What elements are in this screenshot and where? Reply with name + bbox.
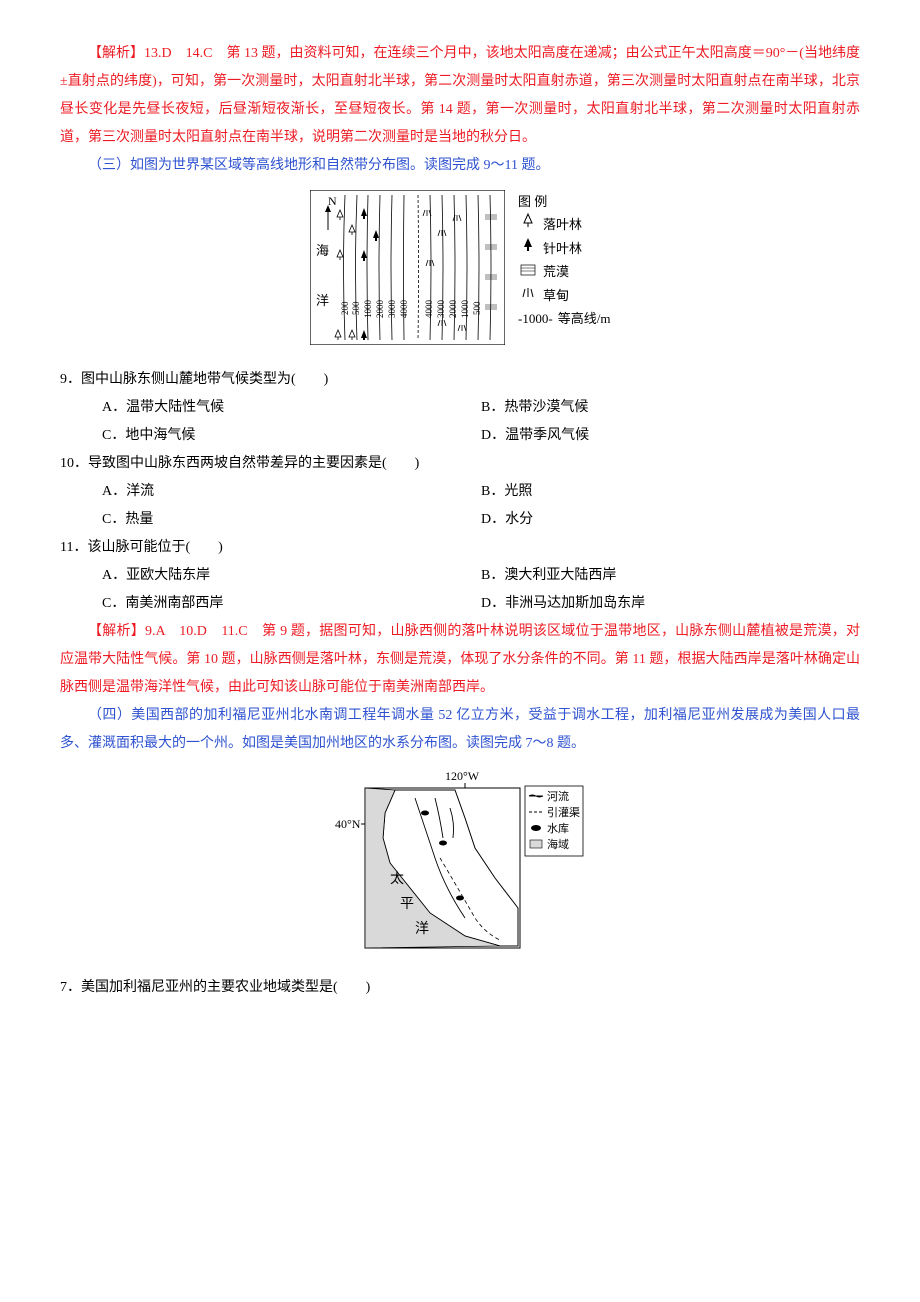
q10-opt-a: A．洋流 (102, 478, 481, 506)
analysis-9-11: 【解析】9.A 10.D 11.C 第 9 题，据图可知，山脉西侧的落叶林说明该… (60, 618, 860, 702)
lat-label: 40°N (335, 817, 361, 831)
figure-contour-map: N 海 洋 200 500 1000 2000 3000 4000 4000 3… (60, 190, 860, 356)
analysis-13-14: 【解析】13.D 14.C 第 13 题，由资料可知，在连续三个月中，该地太阳高… (60, 40, 860, 152)
ocean-label-1: 太 (390, 871, 404, 887)
legend2-river: 河流 (547, 789, 569, 803)
figure1-legend: 图 例 落叶林 针叶林 荒漠 草甸 -1000- 等高线/m (518, 190, 610, 330)
figure-california-map: 120°W 40°N 太 平 洋 河流 引灌渠 (60, 768, 860, 964)
q9-opt-c: C．地中海气候 (102, 422, 481, 450)
svg-text:200: 200 (340, 301, 350, 315)
desert-icon (518, 260, 538, 283)
legend-title: 图 例 (518, 190, 610, 213)
q11-opt-a: A．亚欧大陆东岸 (102, 562, 481, 590)
svg-text:3000: 3000 (387, 300, 397, 319)
svg-text:1000: 1000 (460, 300, 470, 319)
svg-text:1000: 1000 (363, 300, 373, 319)
north-label: N (328, 194, 337, 208)
q9-opt-b: B．热带沙漠气候 (481, 394, 860, 422)
q10-opt-c: C．热量 (102, 506, 481, 534)
legend-contour: -1000- 等高线/m (518, 307, 610, 330)
q9-options: A．温带大陆性气候 B．热带沙漠气候 C．地中海气候 D．温带季风气候 (102, 394, 860, 450)
q10-options: A．洋流 B．光照 C．热量 D．水分 (102, 478, 860, 534)
question-7: 7．美国加利福尼亚州的主要农业地域类型是( ) (60, 974, 860, 1002)
section-3-intro: （三）如图为世界某区域等高线地形和自然带分布图。读图完成 9～11 题。 (60, 152, 860, 180)
legend2-canal: 引灌渠 (547, 805, 580, 819)
sea-label-2: 洋 (316, 293, 329, 308)
section-4-intro: （四）美国西部的加利福尼亚州北水南调工程年调水量 52 亿立方米，受益于调水工程… (60, 702, 860, 758)
grass-icon (518, 284, 538, 307)
legend2-reservoir: 水库 (547, 822, 569, 835)
legend-grass: 草甸 (518, 284, 610, 307)
q10-opt-d: D．水分 (481, 506, 860, 534)
california-map-svg: 120°W 40°N 太 平 洋 河流 引灌渠 (335, 768, 585, 953)
q11-opt-c: C．南美洲南部西岸 (102, 590, 481, 618)
legend2-sea: 海域 (547, 837, 569, 851)
lon-label: 120°W (445, 769, 480, 783)
svg-text:2000: 2000 (375, 300, 385, 319)
q11-options: A．亚欧大陆东岸 B．澳大利亚大陆西岸 C．南美洲南部西岸 D．非洲马达加斯加岛… (102, 562, 860, 618)
legend-conifer: 针叶林 (518, 237, 610, 260)
svg-text:3000: 3000 (436, 300, 446, 319)
svg-text:4000: 4000 (399, 300, 409, 319)
legend-desert: 荒漠 (518, 260, 610, 283)
ocean-label-2: 平 (400, 897, 414, 912)
question-10: 10．导致图中山脉东西两坡自然带差异的主要因素是( ) (60, 450, 860, 478)
conifer-icon (518, 237, 538, 260)
question-11: 11．该山脉可能位于( ) (60, 534, 860, 562)
legend-deciduous: 落叶林 (518, 213, 610, 236)
q9-opt-a: A．温带大陆性气候 (102, 394, 481, 422)
svg-text:500: 500 (351, 301, 361, 315)
q10-opt-b: B．光照 (481, 478, 860, 506)
svg-text:4000: 4000 (424, 300, 434, 319)
q11-opt-d: D．非洲马达加斯加岛东岸 (481, 590, 860, 618)
svg-text:2000: 2000 (448, 300, 458, 319)
q11-opt-b: B．澳大利亚大陆西岸 (481, 562, 860, 590)
ocean-label-3: 洋 (415, 921, 429, 937)
sea-label-1: 海 (316, 243, 329, 258)
question-9: 9．图中山脉东侧山麓地带气候类型为( ) (60, 366, 860, 394)
deciduous-icon (518, 213, 538, 236)
svg-text:500: 500 (472, 301, 482, 315)
contour-map-svg: N 海 洋 200 500 1000 2000 3000 4000 4000 3… (310, 190, 505, 345)
q9-opt-d: D．温带季风气候 (481, 422, 860, 450)
